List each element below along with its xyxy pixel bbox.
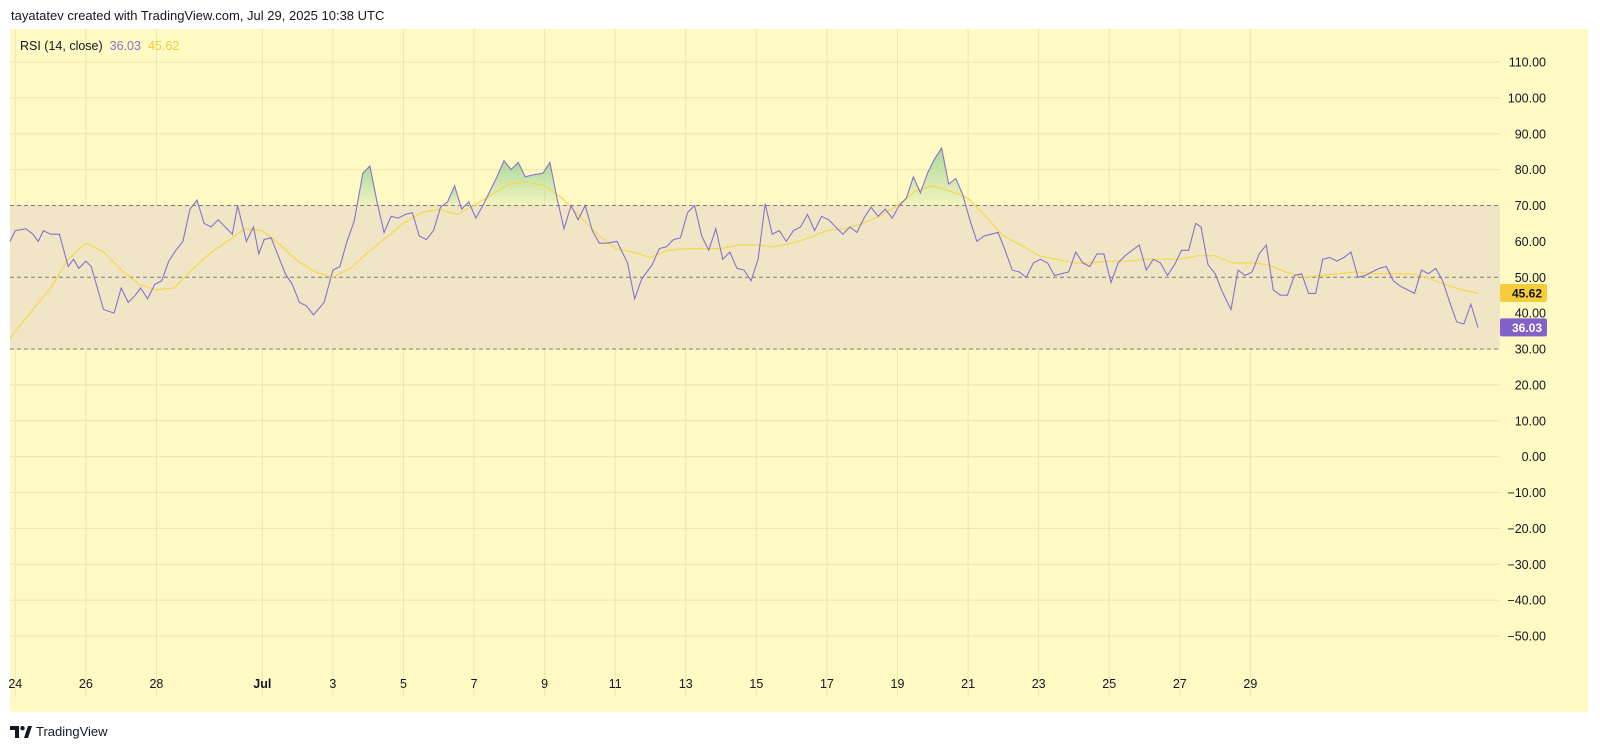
tradingview-brand[interactable]: TradingView — [10, 724, 108, 739]
x-tick-label: 15 — [749, 677, 763, 691]
y-tick-label: −40.00 — [1507, 594, 1546, 608]
y-axis-ticks: 110.00 100.00 90.00 80.00 70.00 60.00 50.00 40.… — [1507, 56, 1546, 644]
ma-value-badge-bg — [1500, 283, 1547, 302]
y-tick-label: 80.00 — [1515, 163, 1546, 177]
indicator-legend[interactable]: RSI (14, close) 36.03 45.62 — [20, 39, 179, 53]
x-tick-label: Jul — [253, 677, 271, 691]
rsi-value-badge-bg — [1500, 318, 1547, 337]
x-axis-ticks: 24 26 28 Jul 3 5 7 9 11 13 15 17 19 21 23 25 27 29 — [8, 677, 1257, 691]
last-value-badges: 45.62 36.03 — [1500, 283, 1547, 337]
x-tick-label: 28 — [149, 677, 163, 691]
y-tick-label: −20.00 — [1507, 522, 1546, 536]
x-tick-label: 29 — [1243, 677, 1257, 691]
y-tick-label: 60.00 — [1515, 235, 1546, 249]
y-tick-label: 100.00 — [1508, 91, 1546, 105]
chart-pane[interactable] — [10, 29, 1588, 712]
tradingview-logo-icon — [10, 725, 32, 738]
y-tick-label: 50.00 — [1515, 271, 1546, 285]
x-tick-label: 27 — [1173, 677, 1187, 691]
rsi-value-badge: 36.03 — [1512, 321, 1542, 335]
rsi-level-lines — [10, 205, 1500, 350]
overbought-area — [442, 185, 461, 206]
x-tick-label: 23 — [1032, 677, 1046, 691]
y-tick-label: 30.00 — [1515, 343, 1546, 357]
overbought-area — [899, 148, 966, 206]
y-tick-label: 40.00 — [1515, 307, 1546, 321]
x-tick-label: 25 — [1102, 677, 1116, 691]
y-tick-label: −50.00 — [1507, 630, 1546, 644]
y-tick-label: 10.00 — [1515, 414, 1546, 428]
x-tick-label: 7 — [471, 677, 478, 691]
overbought-fill — [192, 148, 966, 206]
y-tick-label: 90.00 — [1515, 127, 1546, 141]
overbought-area — [357, 166, 378, 206]
chart-attribution: tayatatev created with TradingView.com, … — [11, 8, 385, 23]
ma-value: 45.62 — [147, 39, 180, 53]
x-tick-label: 11 — [609, 677, 622, 691]
x-tick-label: 26 — [79, 677, 93, 691]
y-tick-label: 110.00 — [1509, 56, 1546, 70]
x-tick-label: 24 — [8, 677, 22, 691]
x-tick-label: 13 — [679, 677, 693, 691]
x-tick-label: 3 — [329, 677, 336, 691]
x-tick-label: 5 — [400, 677, 407, 691]
y-tick-label: −10.00 — [1507, 486, 1546, 500]
brand-name: TradingView — [36, 724, 108, 739]
grid-lines — [10, 29, 1500, 697]
y-tick-label: 0.00 — [1522, 450, 1546, 464]
x-tick-label: 9 — [541, 677, 548, 691]
rsi-line — [9, 146, 1479, 328]
x-tick-label: 21 — [961, 677, 975, 691]
rsi-value: 36.03 — [109, 39, 141, 53]
y-tick-label: −30.00 — [1507, 558, 1546, 572]
ma-line — [9, 181, 1479, 339]
y-tick-label: 20.00 — [1515, 378, 1546, 392]
x-tick-label: 19 — [891, 677, 905, 691]
ma-value-badge: 45.62 — [1512, 286, 1542, 300]
y-tick-label: 70.00 — [1515, 199, 1546, 213]
indicator-name: RSI (14, close) — [20, 39, 103, 53]
x-tick-label: 17 — [820, 677, 834, 691]
